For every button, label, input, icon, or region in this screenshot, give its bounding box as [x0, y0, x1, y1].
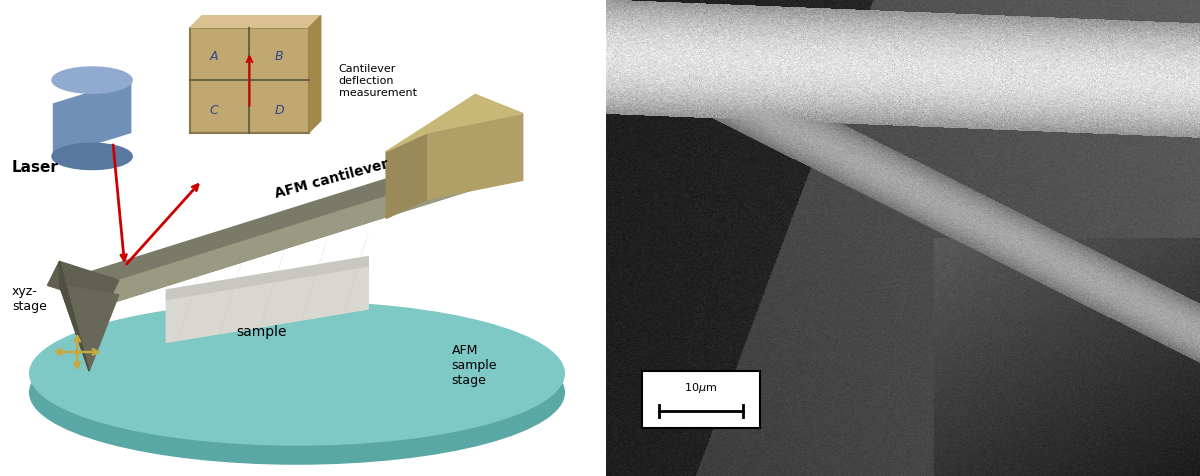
Text: D: D [275, 104, 284, 117]
Ellipse shape [52, 144, 132, 170]
Polygon shape [48, 262, 119, 305]
Polygon shape [167, 257, 368, 300]
Text: AFM cantilever: AFM cantilever [274, 157, 390, 200]
Text: A: A [210, 50, 218, 62]
Text: 10$\mu$m: 10$\mu$m [684, 380, 718, 394]
FancyBboxPatch shape [642, 371, 761, 428]
Ellipse shape [30, 302, 564, 445]
Polygon shape [167, 267, 368, 343]
Text: Laser: Laser [12, 159, 59, 174]
Polygon shape [190, 17, 320, 29]
Polygon shape [60, 262, 89, 371]
Polygon shape [54, 81, 131, 157]
Polygon shape [386, 95, 523, 152]
Text: AFM
sample
stage: AFM sample stage [451, 343, 497, 386]
Polygon shape [308, 17, 320, 133]
Ellipse shape [52, 68, 132, 94]
Text: Cantilever
deflection
measurement: Cantilever deflection measurement [338, 64, 416, 98]
Text: B: B [275, 50, 283, 62]
Ellipse shape [30, 321, 564, 464]
Polygon shape [60, 286, 119, 371]
Text: xyz-
stage: xyz- stage [12, 285, 47, 312]
Polygon shape [386, 133, 427, 219]
Polygon shape [427, 114, 523, 200]
Polygon shape [48, 167, 487, 305]
FancyBboxPatch shape [190, 29, 308, 133]
Polygon shape [107, 162, 499, 305]
Text: sample: sample [236, 325, 287, 338]
Text: C: C [210, 104, 218, 117]
